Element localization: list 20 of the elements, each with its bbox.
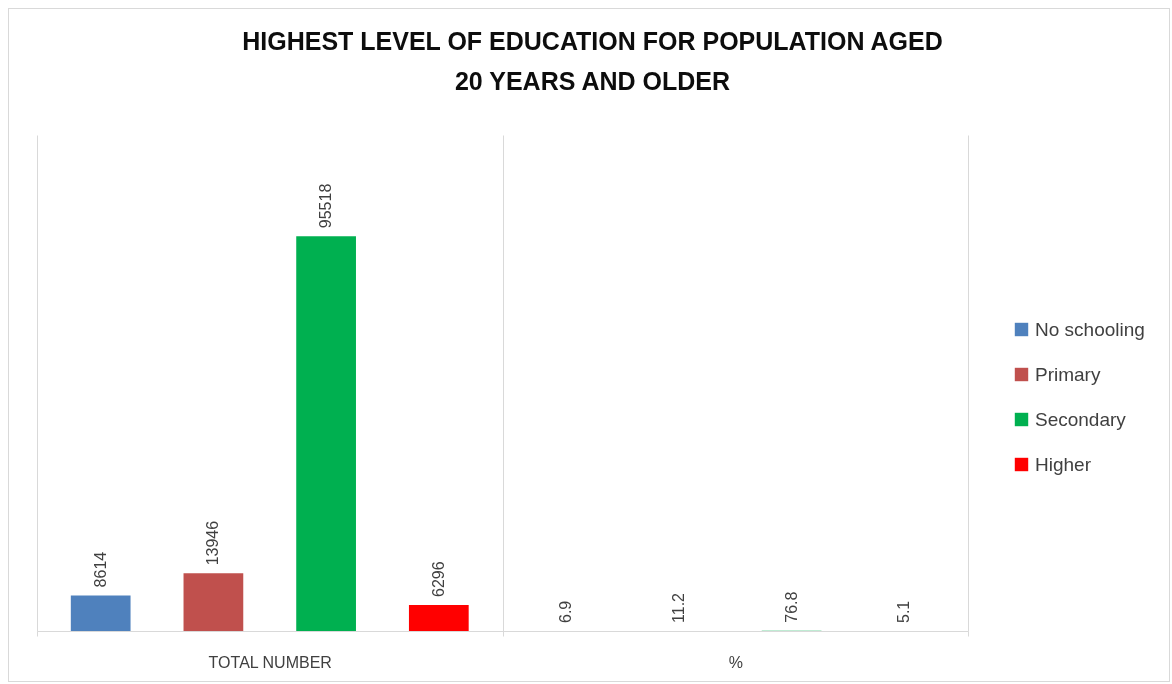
data-label: 11.2 (669, 592, 687, 623)
data-label: 13946 (204, 520, 222, 566)
data-label: 8614 (91, 551, 109, 588)
text: 20 YEARS AND OLDER (454, 67, 731, 95)
legend-label: Higher (1035, 453, 1092, 475)
x-tick-label: TOTAL NUMBER (208, 653, 332, 671)
bar (408, 604, 469, 631)
legend-label: Primary (1035, 363, 1101, 385)
text: HIGHEST LEVEL OF EDUCATION FOR POPULATION AGED (242, 27, 943, 55)
data-label: 5.1 (895, 600, 913, 623)
bar (296, 236, 356, 631)
data-label: 95518 (317, 183, 335, 229)
data-label: 6.9 (557, 600, 575, 623)
legend-label: No schooling (1035, 318, 1145, 340)
bar (183, 573, 244, 631)
legend-label: Secondary (1035, 408, 1127, 430)
bar (70, 595, 131, 631)
data-label: 76.8 (782, 591, 800, 623)
x-tick-label: % (728, 653, 743, 671)
data-label: 6296 (429, 561, 447, 597)
